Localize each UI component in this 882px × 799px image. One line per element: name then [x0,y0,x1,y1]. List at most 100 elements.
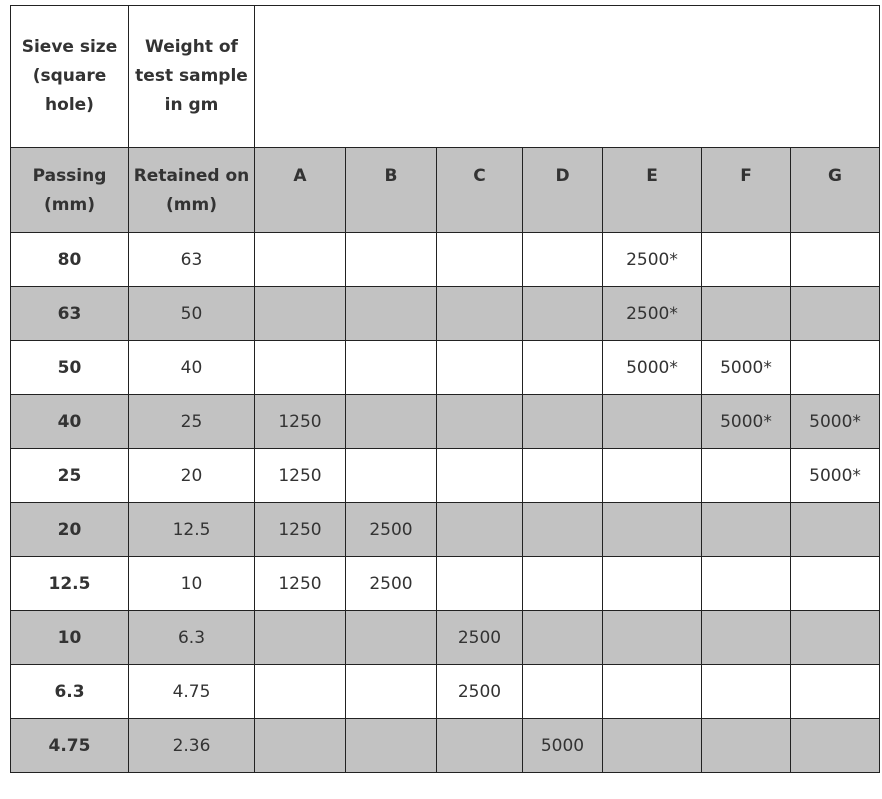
weight-cell-d [522,394,603,449]
retained-cell: 40 [128,340,255,395]
weight-cell-f: 5000* [701,340,791,395]
weight-cell-b [345,340,437,395]
grade-header-g: G [789,147,881,233]
weight-cell-c [436,394,523,449]
weight-cell-c: 2500 [436,610,523,665]
retained-cell: 20 [128,448,255,503]
passing-cell: 20 [10,502,129,557]
header-row-top: Sieve size (square hole) Weight of test … [10,5,881,148]
weight-cell-b [345,232,437,287]
passing-cell: 63 [10,286,129,341]
weight-cell-e: 5000* [602,340,702,395]
weight-cell-f [701,232,791,287]
weight-cell-d: 5000 [522,718,603,773]
weight-cell-e [602,664,702,719]
table-body: 80 63 2500* 63 50 2500* 50 40 5000* 5000* 40 25 1250… [10,232,881,773]
weight-cell-g: 5000* [789,394,881,449]
weight-cell-g [789,502,881,557]
grade-header-e: E [602,147,702,233]
retained-cell: 63 [128,232,255,287]
weight-cell-b: 2500 [345,556,437,611]
weight-cell-c: 2500 [436,664,523,719]
weight-cell-c [436,556,523,611]
passing-cell: 40 [10,394,129,449]
passing-cell: 10 [10,610,129,665]
weight-cell-e [602,610,702,665]
weight-cell-g [789,718,881,773]
table-row: 20 12.5 1250 2500 [10,502,881,557]
weight-cell-f: 5000* [701,394,791,449]
header-row-sub: Passing (mm) Retained on (mm) A B C D E … [10,147,881,233]
weight-cell-g [789,340,881,395]
table-row: 6.3 4.75 2500 [10,664,881,719]
blank-header-cell [253,5,881,148]
weight-cell-b [345,610,437,665]
weight-cell-e [602,556,702,611]
weight-cell-b [345,664,437,719]
passing-cell: 25 [10,448,129,503]
table-row: 80 63 2500* [10,232,881,287]
weight-cell-b [345,394,437,449]
weight-cell-c [436,502,523,557]
weight-cell-g [789,610,881,665]
weight-cell-g: 5000* [789,448,881,503]
weight-cell-a: 1250 [254,394,346,449]
weight-cell-a [254,610,346,665]
weight-cell-b [345,448,437,503]
weight-cell-f [701,718,791,773]
weight-cell-d [522,232,603,287]
weight-cell-f [701,610,791,665]
weight-cell-f [701,664,791,719]
weight-cell-a: 1250 [254,502,346,557]
weight-cell-f [701,556,791,611]
table-row: 63 50 2500* [10,286,881,341]
passing-cell: 12.5 [10,556,129,611]
weight-cell-c [436,340,523,395]
table-row: 12.5 10 1250 2500 [10,556,881,611]
table-row: 10 6.3 2500 [10,610,881,665]
grade-header-f: F [701,147,791,233]
weight-cell-b: 2500 [345,502,437,557]
weight-cell-f [701,502,791,557]
weight-cell-a [254,286,346,341]
weight-cell-e: 2500* [602,232,702,287]
grade-header-c: C [436,147,523,233]
weight-header: Weight of test sample in gm [128,5,255,148]
weight-cell-d [522,610,603,665]
retained-cell: 25 [128,394,255,449]
weight-cell-e: 2500* [602,286,702,341]
weight-cell-d [522,664,603,719]
weight-cell-a: 1250 [254,556,346,611]
weight-cell-a [254,664,346,719]
weight-cell-c [436,448,523,503]
weight-cell-a [254,232,346,287]
weight-cell-a: 1250 [254,448,346,503]
weight-cell-a [254,718,346,773]
weight-cell-g [789,664,881,719]
weight-cell-b [345,718,437,773]
table-row: 25 20 1250 5000* [10,448,881,503]
weight-cell-d [522,286,603,341]
grade-header-a: A [254,147,346,233]
weight-cell-f [701,448,791,503]
weight-cell-c [436,718,523,773]
grade-header-d: D [522,147,603,233]
weight-cell-c [436,232,523,287]
retained-cell: 2.36 [128,718,255,773]
weight-cell-e [602,502,702,557]
passing-cell: 50 [10,340,129,395]
weight-cell-a [254,340,346,395]
weight-cell-d [522,502,603,557]
passing-header: Passing (mm) [10,147,129,233]
weight-cell-g [789,232,881,287]
weight-cell-d [522,556,603,611]
grade-header-b: B [345,147,437,233]
retained-cell: 12.5 [128,502,255,557]
table-row: 4.75 2.36 5000 [10,718,881,773]
weight-cell-c [436,286,523,341]
weight-cell-b [345,286,437,341]
retained-header: Retained on (mm) [128,147,255,233]
passing-cell: 4.75 [10,718,129,773]
sieve-weight-table: Sieve size (square hole) Weight of test … [10,5,881,773]
weight-cell-g [789,556,881,611]
